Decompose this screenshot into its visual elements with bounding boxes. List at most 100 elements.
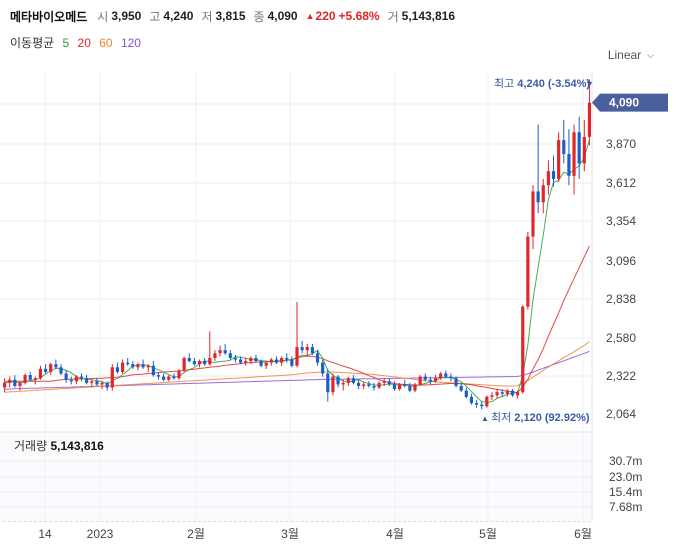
candles bbox=[2, 79, 592, 410]
candle-body bbox=[474, 403, 479, 405]
volume-bar bbox=[69, 520, 73, 522]
min-up-triangle-icon: ▲ bbox=[481, 414, 489, 423]
candle bbox=[582, 119, 586, 172]
candle-body bbox=[192, 361, 196, 365]
volume-bar bbox=[254, 520, 258, 522]
candle bbox=[326, 368, 330, 402]
candle bbox=[44, 364, 48, 374]
volume-bar bbox=[141, 520, 145, 522]
candle-body bbox=[413, 384, 417, 391]
candle bbox=[536, 124, 540, 214]
candle bbox=[562, 119, 566, 164]
candle bbox=[551, 155, 556, 187]
candle bbox=[398, 382, 402, 391]
candle-body bbox=[285, 357, 289, 360]
candle-body bbox=[90, 381, 94, 383]
candle-body bbox=[485, 396, 489, 407]
candle bbox=[54, 359, 58, 369]
volume-bar bbox=[541, 520, 545, 522]
moving-average-legend[interactable]: 이동평균 5 20 60 120 bbox=[10, 34, 146, 51]
volume-bar bbox=[495, 520, 499, 522]
volume-bar bbox=[285, 520, 289, 522]
candle bbox=[356, 379, 361, 390]
candle bbox=[2, 378, 7, 393]
volume-bar bbox=[44, 520, 48, 522]
volume-bar bbox=[126, 520, 130, 522]
candle-body bbox=[587, 102, 592, 137]
candle bbox=[469, 393, 474, 405]
volume-bar bbox=[490, 520, 494, 522]
volume-bar bbox=[295, 520, 299, 522]
volume-bar bbox=[485, 520, 489, 522]
candle bbox=[362, 381, 366, 390]
candle bbox=[500, 389, 504, 397]
candle-body bbox=[151, 365, 155, 376]
volume-bar bbox=[398, 520, 402, 522]
candle-body bbox=[131, 364, 135, 368]
volume-bar bbox=[49, 520, 53, 522]
max-annotation-label: 최고 4,240 (-3.54%) bbox=[494, 77, 590, 90]
candle bbox=[254, 354, 258, 363]
candle bbox=[485, 395, 489, 408]
candle-body bbox=[213, 353, 217, 358]
volume-bar bbox=[100, 520, 104, 522]
volume-bar bbox=[469, 520, 474, 522]
volume-bar bbox=[115, 520, 120, 522]
volume-bar bbox=[110, 520, 114, 522]
candle-body bbox=[146, 365, 150, 368]
volume-bar bbox=[536, 520, 540, 522]
volume-bar bbox=[351, 520, 356, 522]
candle-body bbox=[398, 384, 402, 390]
candle-body bbox=[33, 378, 37, 380]
volume-bar bbox=[346, 520, 350, 522]
candle-body bbox=[551, 171, 556, 179]
candle bbox=[541, 178, 545, 214]
candle bbox=[208, 331, 212, 366]
candle-body bbox=[238, 359, 243, 363]
volume-bar bbox=[582, 520, 586, 522]
volume-bar bbox=[228, 520, 232, 522]
volume-bar bbox=[356, 520, 361, 522]
volume-bar bbox=[567, 520, 571, 522]
volume-bar bbox=[8, 520, 12, 522]
candle bbox=[372, 382, 376, 391]
volume-bar bbox=[526, 520, 530, 522]
volume-bar bbox=[54, 520, 58, 522]
time-tick-label: 14 bbox=[38, 527, 52, 541]
min-annotation-label: 최저 2,120 (92.92%) bbox=[491, 411, 590, 424]
volume-bar bbox=[120, 520, 125, 522]
candle-body bbox=[218, 350, 222, 354]
candle bbox=[516, 390, 520, 399]
candle bbox=[423, 373, 427, 382]
candle bbox=[444, 370, 448, 379]
time-tick-label: 2월 bbox=[187, 527, 205, 541]
candle bbox=[587, 79, 592, 146]
candle bbox=[13, 375, 17, 388]
change-percent: +5.68% bbox=[338, 9, 380, 23]
candle-body bbox=[18, 382, 22, 386]
price-tick-label: 3,354 bbox=[606, 214, 636, 228]
candle bbox=[546, 160, 550, 195]
candle bbox=[439, 371, 443, 380]
candle bbox=[572, 124, 576, 195]
scale-toggle[interactable]: Linear ⌵ bbox=[608, 48, 654, 62]
candle bbox=[280, 356, 284, 366]
candle bbox=[351, 375, 356, 385]
candle-body bbox=[126, 362, 130, 365]
candle-body bbox=[331, 376, 335, 393]
volume-bar bbox=[557, 520, 561, 522]
volume-bar bbox=[439, 520, 443, 522]
candle-body bbox=[54, 364, 58, 368]
volume-bar bbox=[238, 520, 243, 522]
candle-body bbox=[290, 359, 294, 366]
candle bbox=[187, 353, 191, 363]
candle-body bbox=[187, 357, 191, 362]
candle bbox=[167, 375, 171, 382]
candle bbox=[392, 381, 397, 391]
candle bbox=[33, 376, 37, 385]
candle-body bbox=[326, 373, 330, 393]
volume-bar bbox=[516, 520, 520, 522]
candle-body bbox=[280, 357, 284, 363]
